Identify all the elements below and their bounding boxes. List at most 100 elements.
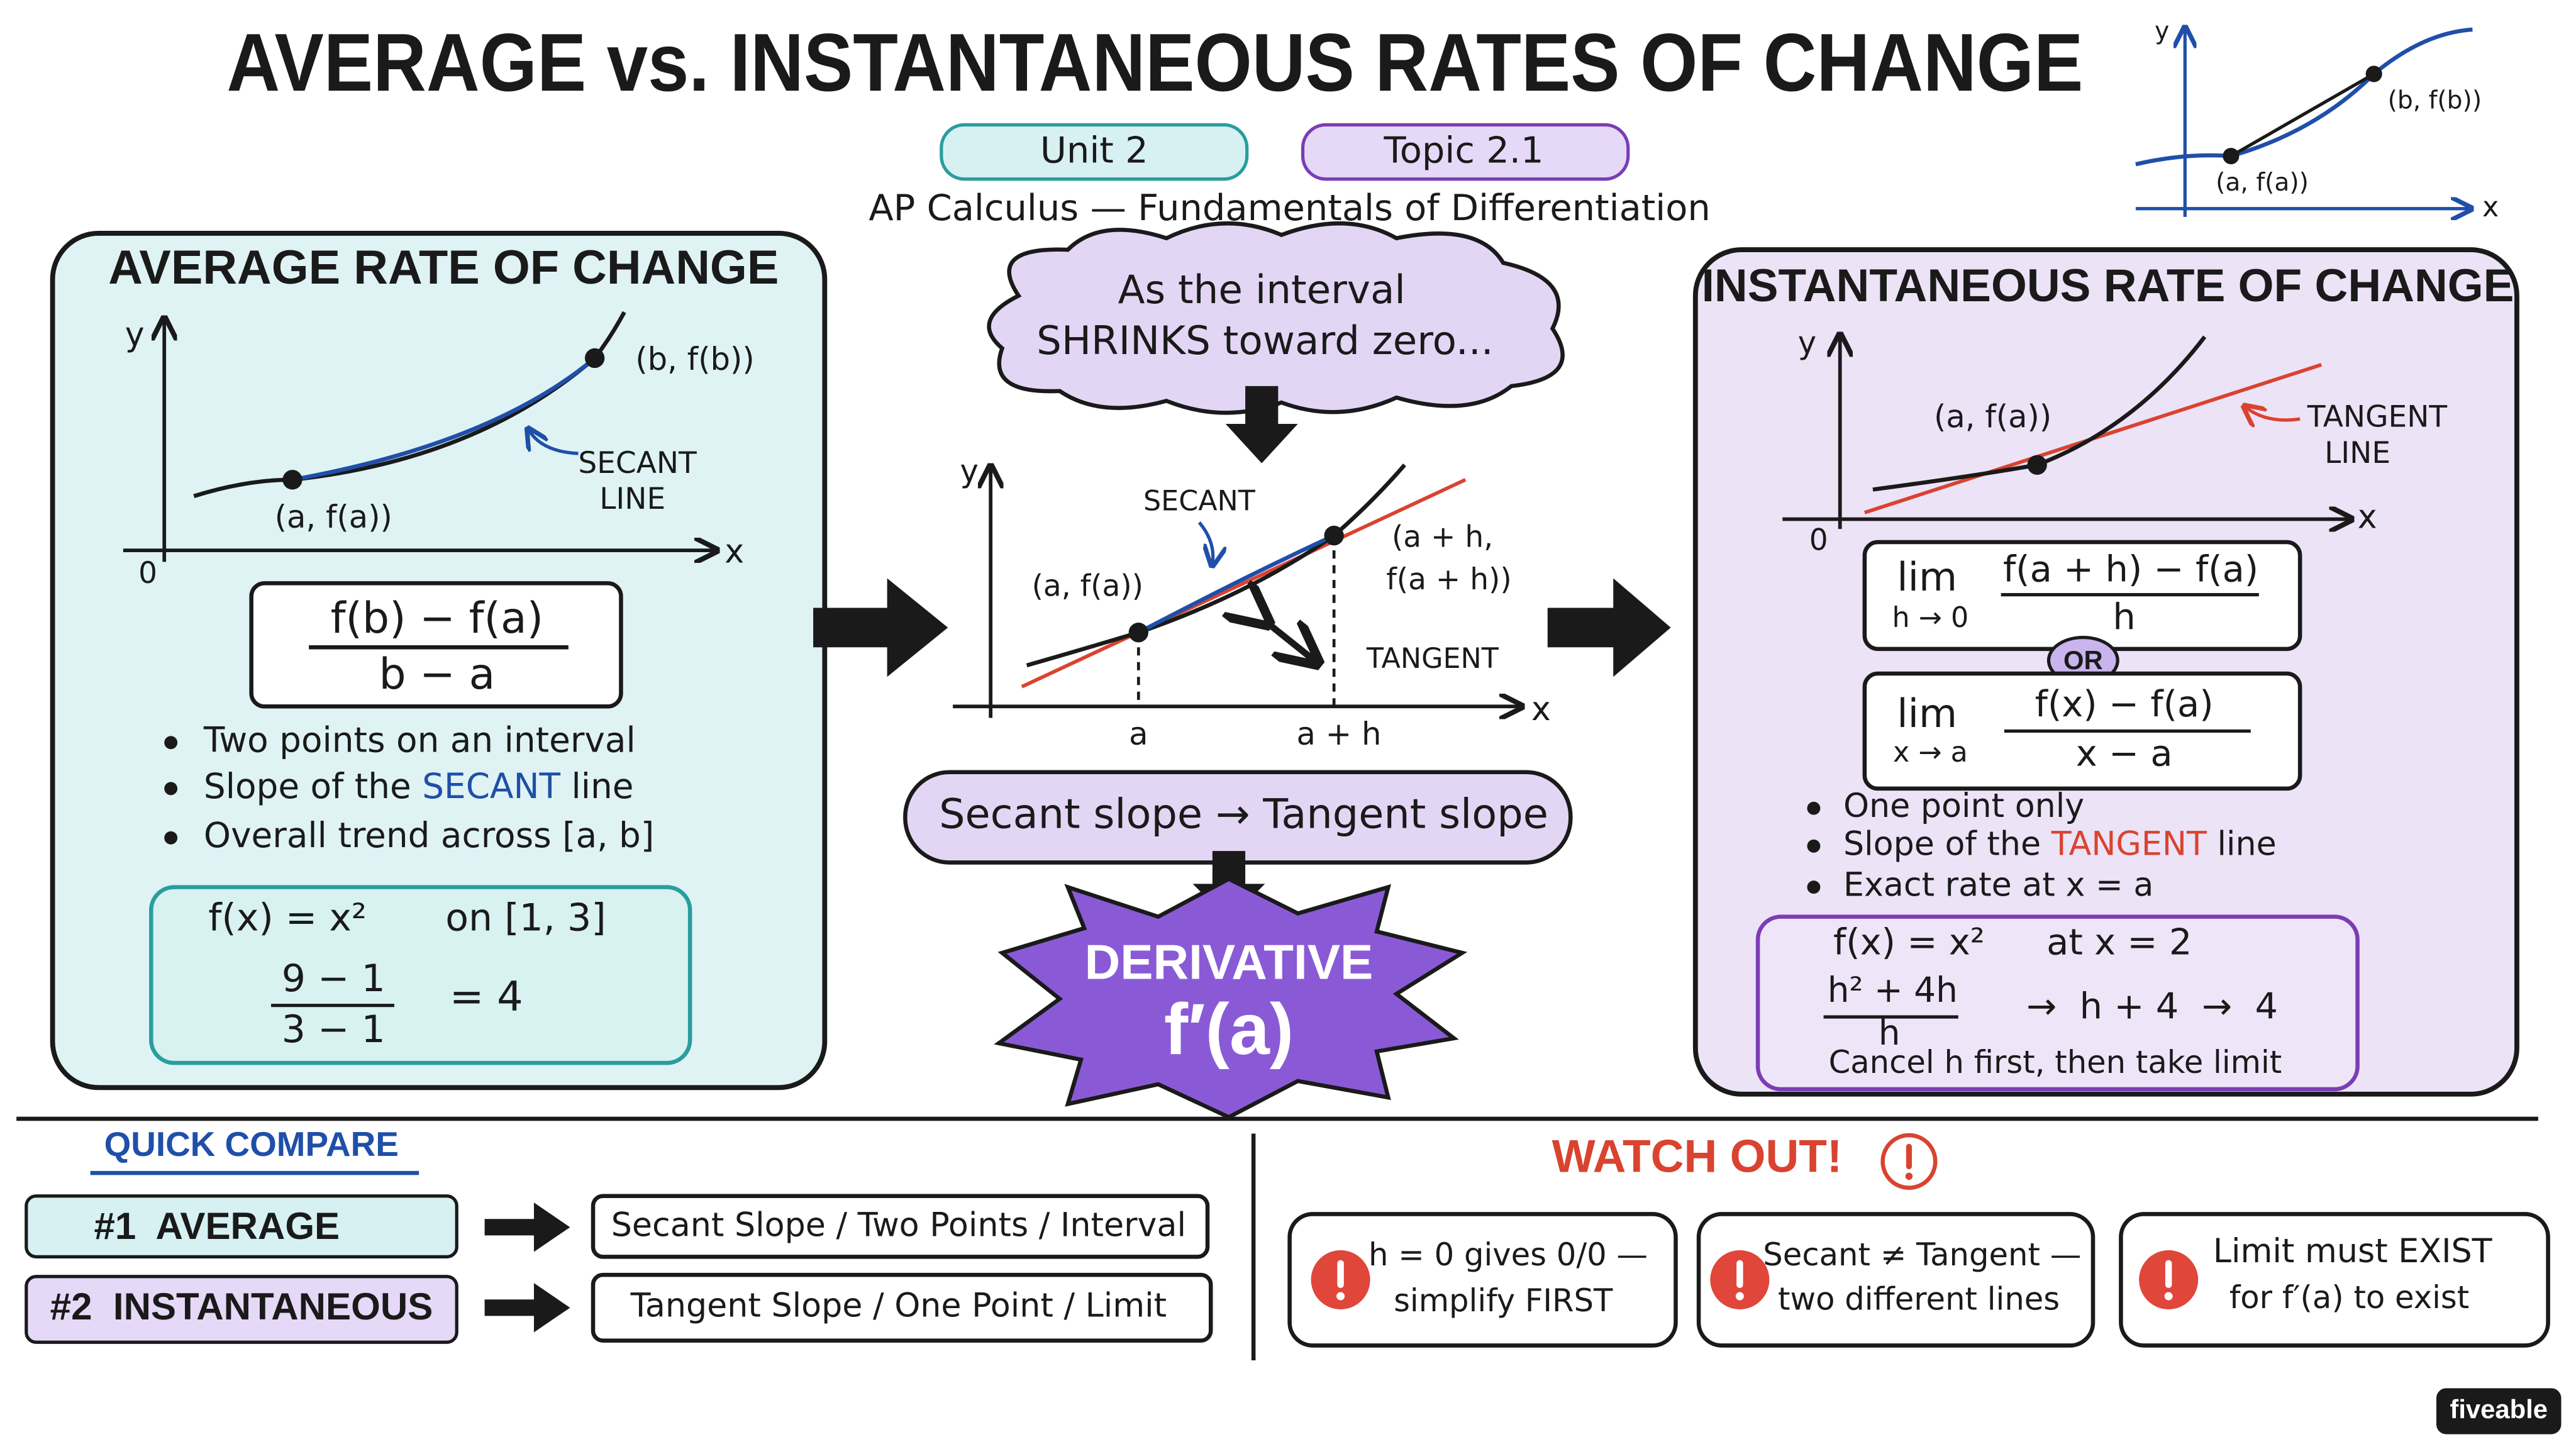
- unit-label: Unit 2: [1040, 130, 1148, 172]
- topic-label: Topic 2.1: [1383, 130, 1543, 172]
- example-steps: → h + 4 → 4: [2026, 985, 2278, 1028]
- annotation-arrow: [1197, 521, 1213, 564]
- axis-label: x: [2482, 191, 2499, 223]
- point: [2223, 148, 2240, 165]
- point: [584, 348, 605, 369]
- compare-detail: Tangent Slope / One Point / Limit: [630, 1287, 1167, 1324]
- numerator: f(x) − f(a): [2035, 683, 2214, 725]
- shrink-arrow: [1265, 621, 1314, 660]
- formula-box: [249, 581, 623, 709]
- point-label: (a, f(a)): [1934, 399, 2051, 435]
- cloud-text: As the interval: [1118, 267, 1406, 313]
- annotation: TANGENT: [2307, 400, 2448, 435]
- arrow: [484, 1202, 570, 1252]
- secant-label: SECANT: [1143, 485, 1256, 517]
- numerator: f(b) − f(a): [331, 594, 544, 643]
- derivative-burst: [994, 876, 1468, 1119]
- warning-box: [1287, 1212, 1678, 1348]
- warning-icons: [1311, 1250, 2199, 1309]
- compare-label-box: [25, 1194, 458, 1258]
- panel-heading: AVERAGE RATE OF CHANGE: [108, 241, 779, 294]
- text: Exact rate at x = a: [1843, 867, 2153, 904]
- example-function: f(x) = x²: [1833, 921, 1985, 963]
- compare-detail-box: [591, 1194, 1210, 1259]
- annotation: SECANT: [578, 446, 697, 480]
- axis-label: y: [2155, 18, 2169, 46]
- point: [1324, 525, 1344, 546]
- warning-text: Secant ≠ Tangent —: [1763, 1236, 2081, 1273]
- brand: fiveable: [2450, 1394, 2548, 1424]
- bullet-text: Exact rate at x = a: [1843, 867, 2153, 904]
- section-heading: QUICK COMPARE: [104, 1124, 399, 1163]
- point-label: (a + h,: [1392, 519, 1493, 554]
- text: Slope of the: [1843, 825, 2051, 863]
- denominator: 3 − 1: [282, 1008, 386, 1052]
- text: Two points on an interval: [203, 720, 636, 760]
- curve: [193, 311, 626, 499]
- annotation-arrow: [2246, 408, 2301, 420]
- numerator: h² + 4h: [1828, 970, 1958, 1010]
- limit-approach: x → a: [1893, 736, 1968, 769]
- title: AVERAGE vs. INSTANTANEOUS RATES OF CHANG…: [226, 16, 2083, 108]
- limit: lim: [1897, 554, 1957, 600]
- axis-label: y: [125, 316, 145, 354]
- warning-icon-dot: [1735, 1292, 1744, 1301]
- highlight: TANGENT: [2051, 825, 2207, 863]
- example-result: = 4: [450, 972, 523, 1020]
- secant: [1137, 533, 1335, 635]
- bullet: [164, 831, 178, 845]
- secant: [292, 356, 596, 482]
- denominator: h: [2112, 596, 2135, 638]
- icon-dot: [1905, 1172, 1913, 1180]
- example-box: [149, 885, 692, 1065]
- text: Slope of the: [204, 766, 422, 806]
- point: [2365, 65, 2382, 82]
- axis-label: x: [724, 533, 744, 570]
- point: [1128, 623, 1148, 643]
- panel-heading: INSTANTANEOUS RATE OF CHANGE: [1702, 260, 2514, 311]
- numerator: f(a + h) − f(a): [2003, 548, 2258, 591]
- limit: lim: [1897, 691, 1957, 736]
- example-domain: on [1, 3]: [445, 896, 606, 940]
- axis-label: y: [1798, 325, 1816, 361]
- bullet-text: One point only: [1843, 787, 2084, 825]
- compare-label: #2 INSTANTANEOUS: [50, 1285, 433, 1328]
- warning-box: [2119, 1212, 2550, 1348]
- pill-text: Secant slope → Tangent slope: [939, 790, 1548, 838]
- denominator: x − a: [2076, 732, 2173, 774]
- arrow: [813, 578, 948, 677]
- section-heading: WATCH OUT!: [1552, 1131, 1843, 1182]
- warning-icon: [1880, 1133, 1938, 1190]
- denominator: h: [1879, 1013, 1901, 1053]
- arrow: [1225, 386, 1298, 464]
- origin-label: 0: [1809, 523, 1828, 558]
- bullet-text: Slope of the SECANT line: [204, 766, 634, 806]
- annotation: LINE: [599, 482, 665, 516]
- compare-label-box: [25, 1275, 458, 1344]
- text: Overall trend across [a, b]: [204, 815, 654, 855]
- derivative-notation: f′(a): [1164, 989, 1294, 1070]
- axis-label: x: [2358, 498, 2377, 536]
- arrow: [1547, 578, 1671, 677]
- highlight: SECANT: [422, 766, 560, 806]
- axis-label: x: [1531, 691, 1551, 728]
- warning-text: two different lines: [1778, 1280, 2060, 1317]
- example-box: [1755, 914, 2360, 1092]
- subtitle: AP Calculus — Fundamentals of Differenti…: [869, 187, 1710, 229]
- cloud-text: SHRINKS toward zero...: [1036, 318, 1494, 364]
- denominator: b − a: [379, 650, 495, 699]
- or-label: OR: [2063, 645, 2103, 675]
- bullet: [1807, 880, 1821, 894]
- annotation: LINE: [2324, 436, 2390, 470]
- warning-icon-dot: [1336, 1292, 1345, 1301]
- compare-label: #1 AVERAGE: [94, 1205, 340, 1247]
- icon-ring: [1880, 1133, 1938, 1190]
- brand-badge: [2436, 1388, 2562, 1435]
- warning-text: for f′(a) to exist: [2229, 1279, 2469, 1316]
- point-label: (a, f(a)): [2216, 169, 2309, 197]
- bullet-text: Two points on an interval: [203, 720, 636, 760]
- tangent-label: TANGENT: [1366, 643, 1499, 675]
- axis-label: y: [960, 453, 979, 489]
- topic-badge: [1301, 123, 1630, 181]
